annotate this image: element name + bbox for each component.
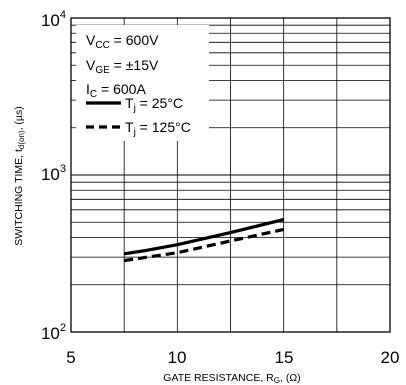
x-tick-label-5: 5 bbox=[66, 348, 75, 367]
x-axis-label: GATE RESISTANCE, RG, (Ω) bbox=[163, 372, 300, 385]
series-line-tj-125c bbox=[123, 227, 285, 263]
condition-vcc: VCC = 600V bbox=[86, 32, 159, 51]
y-tick-label-1000: 103 bbox=[41, 163, 66, 184]
condition-vge: VGE = ±15V bbox=[86, 57, 159, 76]
series-line-tj-25c bbox=[123, 218, 285, 256]
legend-label-tj-25c: Tj = 25°C bbox=[125, 95, 183, 114]
legend-box bbox=[76, 25, 209, 141]
y-tick-label-10000: 104 bbox=[41, 9, 66, 30]
grid-lines bbox=[70, 18, 391, 333]
plot-frame bbox=[70, 17, 391, 333]
condition-ic: IC = 600A bbox=[86, 81, 146, 100]
legend-label-tj-125c: Tj = 125°C bbox=[125, 119, 191, 138]
y-tick-label-100: 102 bbox=[41, 322, 66, 343]
y-axis-label: SWITCHING TIME, td(on), (µs) bbox=[13, 106, 26, 245]
x-tick-label-15: 15 bbox=[275, 348, 294, 367]
x-tick-label-20: 20 bbox=[381, 348, 400, 367]
x-tick-label-10: 10 bbox=[168, 348, 187, 367]
